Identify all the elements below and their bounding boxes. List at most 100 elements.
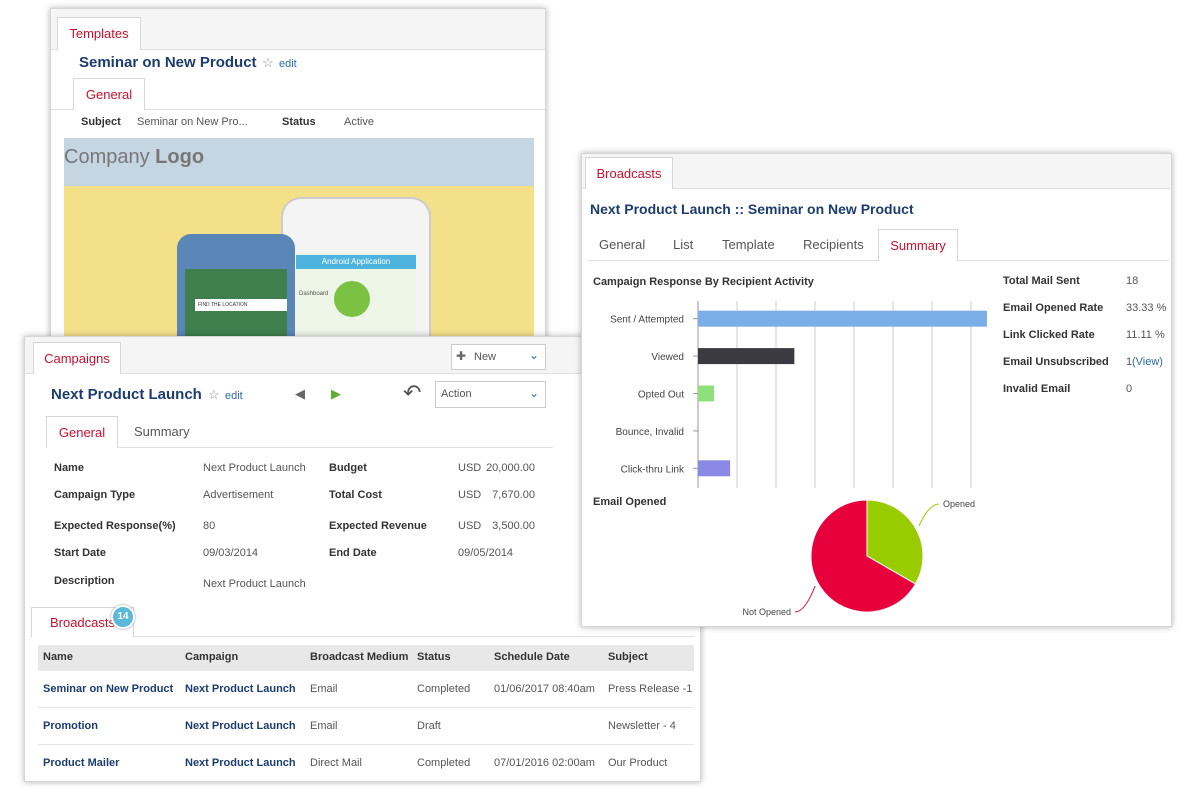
field-value: Next Product Launch — [203, 462, 306, 474]
field-label: End Date — [329, 547, 377, 559]
title-template: Seminar on New Product — [747, 201, 914, 217]
count-badge: 14 — [111, 605, 135, 629]
next-arrow[interactable]: ▶ — [331, 386, 341, 401]
field-label: Start Date — [54, 547, 106, 559]
field-label: Expected Response(%) — [54, 520, 176, 532]
cell: Email — [310, 720, 338, 732]
cell: 01/06/2017 08:40am — [494, 683, 595, 695]
stat-value: 0 — [1126, 383, 1133, 395]
cell[interactable]: Product Mailer — [43, 757, 120, 769]
phone-dashboard: Dashboard — [299, 291, 329, 297]
stat-value: 11.11 % — [1126, 329, 1165, 341]
field-value: Advertisement — [203, 489, 274, 501]
new-label: New — [474, 351, 497, 363]
general-tab[interactable]: General — [73, 78, 145, 110]
subject-label: Subject — [81, 116, 121, 128]
cell: Press Release -1 — [608, 683, 693, 695]
field-value: 09/05/2014 — [458, 547, 514, 559]
column-header: Schedule Date — [494, 651, 570, 663]
category-label: Opted Out — [638, 390, 684, 401]
field-value: 3,500.00 — [492, 520, 535, 532]
templates-tab[interactable]: Templates — [57, 17, 141, 50]
chevron: ⌄ — [529, 386, 540, 400]
field-currency: USD — [458, 520, 482, 532]
field-label: Total Cost — [329, 489, 382, 501]
row-divider — [38, 707, 694, 708]
status-label: Status — [282, 116, 316, 128]
stat-label: Link Clicked Rate — [1003, 329, 1095, 341]
cell[interactable]: Seminar on New Product — [43, 683, 174, 695]
field-label: Description — [54, 575, 115, 587]
prev-arrow[interactable]: ◀ — [295, 386, 305, 401]
new-dropdown[interactable]: New — [451, 344, 546, 370]
cell[interactable]: Promotion — [43, 720, 98, 732]
leader-line — [918, 503, 940, 527]
cell: Direct Mail — [310, 757, 362, 769]
broadcasts-tab[interactable]: Broadcasts — [585, 157, 673, 189]
field-value: Next Product Launch — [203, 578, 306, 590]
cell: Completed — [417, 757, 471, 769]
column-header: Campaign — [185, 651, 239, 663]
column-header: Status — [417, 651, 451, 663]
stat-link[interactable]: (View) — [1132, 356, 1163, 368]
template-tab[interactable]: Template — [722, 237, 775, 252]
field-currency: USD — [458, 462, 482, 474]
chart-title: Campaign Response By Recipient Activity — [593, 276, 815, 288]
leader-line — [794, 585, 816, 613]
star-icon[interactable]: ☆ — [262, 55, 274, 70]
column-header: Broadcast Medium — [310, 651, 409, 663]
logo-company: Company — [64, 146, 150, 168]
edit-link[interactable]: edit — [225, 390, 243, 402]
general-tab[interactable]: General — [46, 416, 118, 448]
recipients-tab[interactable]: Recipients — [803, 237, 864, 252]
column-header: Subject — [608, 651, 648, 663]
general-tab[interactable]: General — [599, 237, 646, 252]
action-label: Action — [441, 388, 472, 400]
edit-link[interactable]: edit — [279, 58, 297, 70]
divider — [46, 447, 553, 448]
stat-label: Invalid Email — [1003, 383, 1071, 395]
cell: Draft — [417, 720, 441, 732]
campaign-title: Next Product Launch — [51, 386, 202, 403]
field-label: Campaign Type — [54, 489, 136, 501]
cell: Our Product — [608, 757, 668, 769]
pie-slice — [810, 499, 917, 613]
summary-tab[interactable]: Summary — [134, 424, 190, 439]
bar — [698, 348, 795, 365]
category-label: Viewed — [651, 352, 684, 363]
category-label: Sent / Attempted — [610, 315, 684, 326]
category-label: Bounce, Invalid — [616, 427, 684, 438]
back-icon[interactable]: ↶ — [403, 380, 422, 405]
action-dropdown[interactable]: Action — [435, 381, 546, 408]
star-icon[interactable]: ☆ — [208, 387, 220, 402]
bar — [698, 385, 715, 402]
title-campaign: Next Product Launch — [590, 201, 731, 217]
stat-label: Email Opened Rate — [1003, 302, 1104, 314]
company-logo: Company Logo — [64, 146, 204, 169]
subject-value: Seminar on New Pro... — [137, 116, 248, 128]
category-label: Click-thru Link — [621, 464, 685, 475]
list-tab[interactable]: List — [673, 237, 694, 252]
slice-label: Not Opened — [742, 607, 791, 617]
field-value: 09/03/2014 — [203, 547, 259, 559]
campaigns-tab[interactable]: Campaigns — [33, 342, 121, 374]
phone-app: Android Application — [296, 255, 416, 269]
divider — [31, 636, 694, 637]
row-divider — [38, 744, 694, 745]
broadcasts-panel: Broadcasts Next Product Launch :: Semina… — [581, 153, 1172, 627]
header-band — [582, 154, 1171, 189]
logo-band — [64, 138, 534, 186]
templates-panel: Templates Seminar on New Product ☆ edit … — [50, 8, 546, 350]
cell[interactable]: Next Product Launch — [185, 683, 296, 695]
table-header — [38, 645, 694, 671]
cell[interactable]: Next Product Launch — [185, 720, 296, 732]
stat-value: 18 — [1126, 275, 1139, 287]
summary-tab[interactable]: Summary — [878, 229, 958, 261]
phone-find: FIND THE LOCATION — [195, 299, 287, 311]
template-title: Seminar on New Product — [79, 54, 257, 71]
broadcast-title: Next Product Launch :: Seminar on New Pr… — [590, 201, 914, 217]
cell: 07/01/2016 02:00am — [494, 757, 595, 769]
field-label: Expected Revenue — [329, 520, 427, 532]
cell[interactable]: Next Product Launch — [185, 757, 296, 769]
